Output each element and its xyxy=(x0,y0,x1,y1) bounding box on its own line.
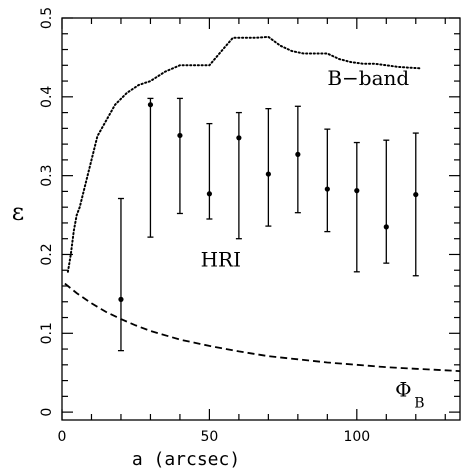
hri-data-points xyxy=(117,97,419,352)
hri-point xyxy=(353,141,360,273)
y-tick-label: 0 xyxy=(39,408,55,417)
plot-frame xyxy=(61,17,461,421)
data-point xyxy=(383,224,389,230)
hri-point xyxy=(294,105,301,214)
hri-point xyxy=(265,107,272,227)
b-band-label: B−band xyxy=(327,66,409,90)
hri-point xyxy=(117,197,124,352)
data-point xyxy=(118,296,124,302)
hri-point xyxy=(383,139,390,264)
hri-point xyxy=(206,122,213,220)
y-axis-label: ε xyxy=(12,198,24,226)
x-axis-ticks: 0 50 100 xyxy=(58,18,446,445)
y-tick-label: 0.1 xyxy=(39,322,55,344)
data-point xyxy=(324,186,330,192)
data-point xyxy=(236,135,242,141)
y-tick-label: 0.3 xyxy=(39,165,55,187)
data-point xyxy=(295,151,301,157)
y-tick-label: 0.2 xyxy=(39,243,55,265)
data-point xyxy=(265,171,271,177)
hri-point xyxy=(412,132,419,277)
y-tick-label: 0.4 xyxy=(39,86,55,108)
x-axis-label: a (arcsec) xyxy=(132,449,240,470)
hri-label: HRI xyxy=(201,247,241,271)
data-point xyxy=(177,132,183,139)
phi-b-label: Φ xyxy=(395,377,411,401)
x-tick-label: 50 xyxy=(200,429,218,445)
y-axis-ticks: 0 0.1 0.2 0.3 0.4 0.5 xyxy=(39,7,460,417)
x-tick-label: 0 xyxy=(58,429,67,445)
data-point xyxy=(413,191,419,198)
phi-b-line xyxy=(64,282,461,372)
hri-point xyxy=(147,97,154,238)
data-point xyxy=(354,188,360,194)
data-point xyxy=(147,102,154,108)
y-tick-label: 0.5 xyxy=(39,7,55,29)
data-point xyxy=(206,191,213,197)
model-curves xyxy=(64,35,461,372)
phi-b-subscript: B xyxy=(414,395,424,411)
hri-point xyxy=(324,128,331,233)
x-tick-label: 100 xyxy=(343,429,370,445)
b-band-line xyxy=(66,35,423,273)
hri-point xyxy=(176,97,183,215)
hri-point xyxy=(235,111,242,240)
